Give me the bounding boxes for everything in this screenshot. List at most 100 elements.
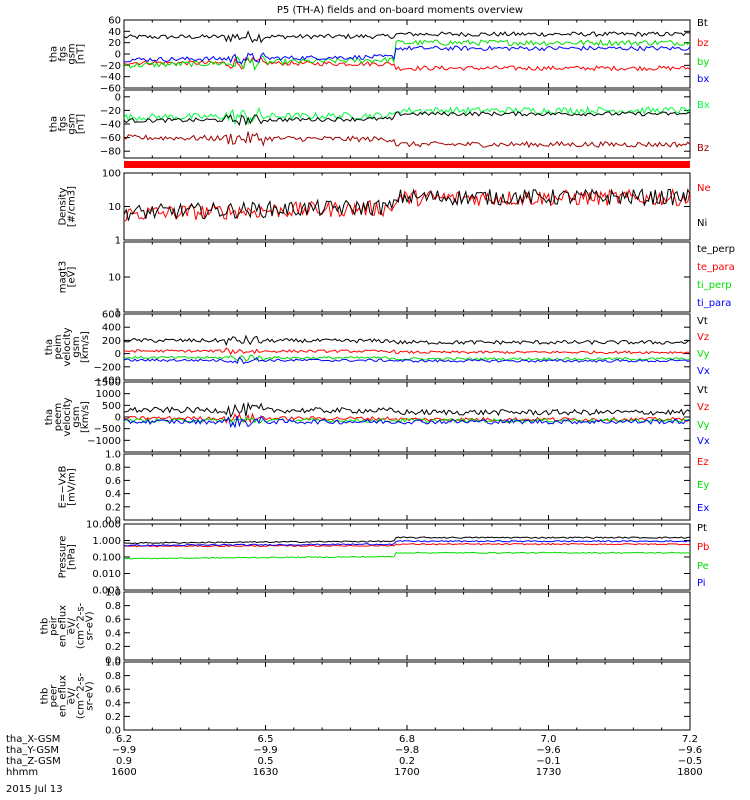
x-tick-label: 0.2 (399, 756, 415, 767)
x-tick-label: 0.5 (258, 756, 274, 767)
x-row-label: tha_Y-GSM (6, 745, 59, 756)
panel-5: 600 400 200 0 −200 −400 thapeimvelocitygsm[km/… (44, 310, 710, 387)
series-line-bt (123, 30, 691, 44)
y-tick-label: 1500 (96, 378, 121, 389)
y-tick-label: 0.6 (105, 476, 121, 487)
legend-bx: Bx (697, 100, 710, 111)
y-axis-label: gsm (67, 113, 78, 134)
y-tick-label: 1.0 (105, 658, 121, 669)
panel-frame (123, 591, 691, 661)
legend-te_perp: te_perp (697, 244, 735, 255)
y-tick-label: 200 (102, 336, 121, 347)
series-line-by (123, 39, 691, 72)
y-tick-label: −1000 (87, 436, 121, 447)
y-axis-label: [nT] (76, 44, 87, 64)
y-tick-label: 1 (115, 308, 121, 319)
x-axis-labels: tha_X-GSMtha_Y-GSMtha_Z-GSMhhmm6.2−9.90.… (6, 734, 703, 778)
legend-pi: Pi (697, 578, 706, 589)
y-axis-label: [nT] (76, 114, 87, 134)
y-tick-label: 10 (108, 202, 121, 213)
legend-te_para: te_para (697, 262, 735, 273)
x-tick-label: 0.9 (116, 756, 132, 767)
panel-frame (123, 241, 691, 313)
y-axis-label: eV/ (67, 687, 78, 704)
panel-8: 10.000 1.000 0.100 0.010 0.001 Pressure[nPa] P… (58, 520, 710, 597)
y-axis-label: magt3 (58, 261, 69, 294)
y-tick-label: 0.0 (105, 656, 121, 667)
y-axis-label: en_eflux (58, 675, 69, 717)
x-tick-label: 1730 (536, 767, 561, 778)
panel-frame (123, 89, 691, 159)
x-row-label: tha_Z-GSM (6, 756, 61, 767)
y-tick-label: 0.0 (105, 516, 121, 527)
y-tick-label: 60 (108, 16, 121, 27)
panel-9: 1.0 0.8 0.6 0.4 0.2 0.0 thbpeiren_efluxeV/(cm^… (40, 588, 691, 667)
x-tick-label: −0.5 (678, 756, 702, 767)
y-tick-label: 0.001 (92, 586, 121, 597)
y-tick-label: −40 (100, 72, 121, 83)
y-tick-label: 1.0 (105, 450, 121, 461)
y-axis-label: fgs (58, 116, 69, 131)
y-axis-label: sr-eV) (85, 611, 96, 640)
legend-by: by (697, 57, 709, 68)
series-line-vx (123, 356, 691, 365)
y-tick-label: 400 (102, 323, 121, 334)
x-row-label: hhmm (6, 767, 38, 778)
y-tick-label: −200 (94, 362, 121, 373)
y-axis-label: Density (58, 187, 69, 225)
y-tick-label: 100 (102, 169, 121, 180)
y-tick-label: 10.000 (86, 520, 121, 531)
legend-vy: Vy (697, 420, 710, 431)
legend-ni: Ni (697, 218, 707, 229)
x-tick-label: −9.9 (112, 745, 136, 756)
panel-7: 1.0 0.8 0.6 0.4 0.2 0.0 E=−VxB[mV/m] Ez Ey Ex (58, 450, 710, 527)
y-axis-label: [km/s] (80, 331, 91, 363)
panel-4: 10 1 magt3[eV] te_perp te_para ti_perp ti_para (58, 241, 735, 319)
y-axis-label: [eV] (67, 267, 78, 288)
y-axis-label: [nPa] (67, 544, 78, 570)
series-line-ne (123, 188, 691, 222)
series-line-bx (123, 105, 691, 126)
y-axis-label: Pressure (58, 536, 69, 579)
y-axis-label: gsm (71, 406, 82, 427)
y-tick-label: 40 (108, 27, 121, 38)
y-tick-label: −60 (100, 84, 121, 95)
y-axis-label: peim (53, 334, 64, 359)
y-tick-label: 0.2 (105, 502, 121, 513)
panel-frame (123, 453, 691, 521)
y-axis-label: tha (49, 116, 60, 132)
x-tick-label: 7.2 (682, 734, 698, 745)
y-tick-label: 0.2 (105, 642, 121, 653)
x-tick-label: 6.5 (258, 734, 274, 745)
legend-bx: bx (697, 74, 709, 85)
y-axis-label: peem (53, 403, 64, 431)
plot-title: P5 (TH-A) fields and on-board moments ov… (277, 5, 523, 16)
series-line-pi (123, 540, 691, 547)
y-tick-label: 0.4 (105, 628, 121, 639)
y-tick-label: 0.6 (105, 685, 121, 696)
y-axis-label: (cm^2-s- (76, 602, 87, 649)
x-tick-label: −9.9 (253, 745, 277, 756)
y-axis-label: velocity (62, 327, 73, 366)
legend-ne: Ne (697, 183, 711, 194)
y-tick-label: 0.0 (105, 726, 121, 737)
y-axis-label: peer (49, 684, 60, 708)
y-tick-label: 500 (102, 401, 121, 412)
legend-vt: Vt (697, 316, 708, 327)
y-axis-label: gsm (67, 43, 78, 64)
y-axis-label: [km/s] (80, 401, 91, 433)
y-tick-label: 0.8 (105, 671, 121, 682)
y-tick-label: 0.4 (105, 489, 121, 500)
series-line-ni (123, 188, 691, 221)
y-tick-label: 0 (115, 50, 121, 61)
legend-pt: Pt (697, 523, 707, 534)
panel-3: 100 10 1 Density[#/cm3] Ne Ni (58, 169, 711, 247)
y-axis-label: sr-eV) (85, 681, 96, 710)
series-line-trace (123, 111, 691, 127)
legend-vx: Vx (697, 436, 710, 447)
y-tick-label: 20 (108, 38, 121, 49)
y-tick-label: 0.8 (105, 601, 121, 612)
